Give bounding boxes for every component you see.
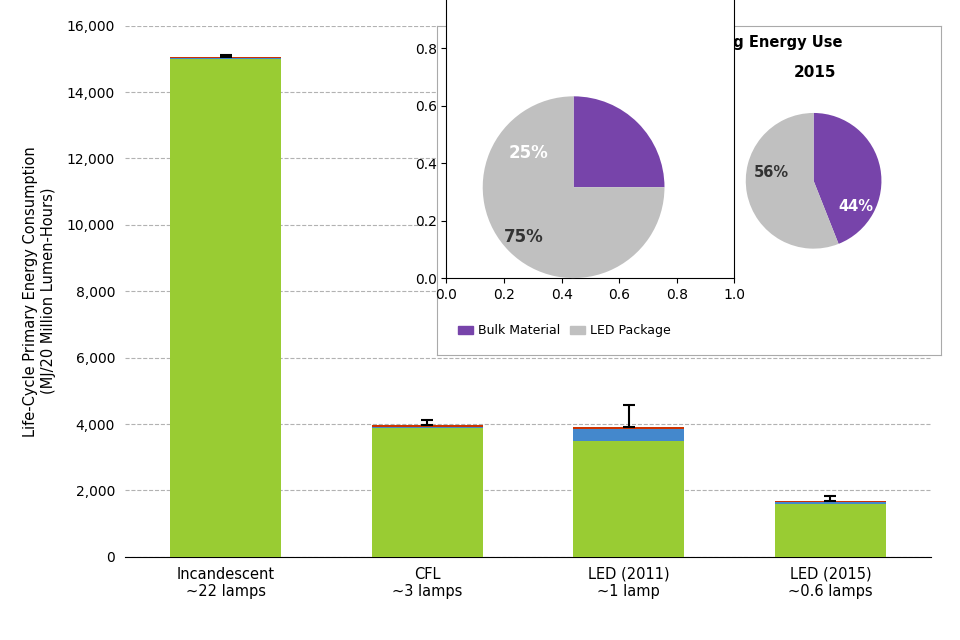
Wedge shape (483, 97, 664, 278)
Bar (170, 59, 281, 557)
Wedge shape (573, 97, 664, 187)
Text: 56%: 56% (754, 165, 789, 180)
Text: 2011: 2011 (557, 65, 599, 80)
Legend: Transport, Manufacturing, Use: Transport, Manufacturing, Use (775, 287, 924, 355)
Bar (573, 429, 684, 441)
Wedge shape (746, 113, 839, 248)
Bar (775, 504, 886, 557)
Bar (372, 428, 483, 557)
Legend: Bulk Material, LED Package: Bulk Material, LED Package (453, 319, 676, 342)
Y-axis label: Life-Cycle Primary Energy Consumption
(MJ/20 Million Lumen-Hours): Life-Cycle Primary Energy Consumption (M… (23, 146, 56, 436)
Text: 2015: 2015 (794, 65, 836, 80)
Bar (775, 502, 886, 504)
Bar (170, 58, 281, 59)
Bar (573, 441, 684, 557)
Bar (573, 427, 684, 429)
Wedge shape (813, 113, 881, 244)
Text: 25%: 25% (508, 144, 548, 162)
Text: 75%: 75% (504, 228, 543, 246)
Bar (372, 426, 483, 428)
Bar (775, 500, 886, 502)
Text: 44%: 44% (838, 199, 874, 214)
Text: LED Lamp Manufacturing Energy Use: LED Lamp Manufacturing Energy Use (536, 35, 842, 51)
